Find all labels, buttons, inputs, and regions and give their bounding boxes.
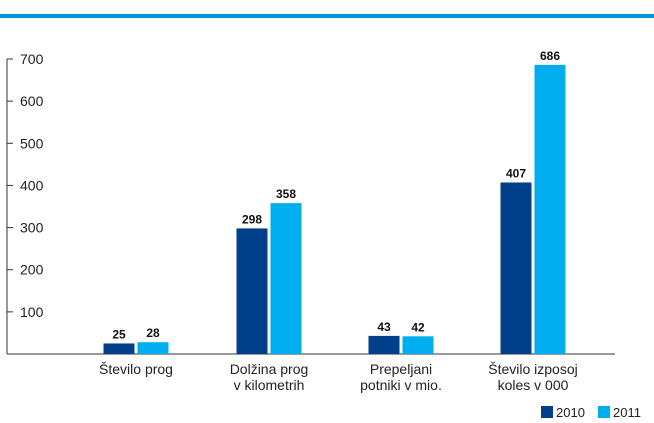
chart-bars [103, 64, 566, 355]
data-label: 28 [146, 326, 160, 340]
data-label: 686 [540, 49, 560, 63]
legend-label-2011: 2011 [613, 405, 641, 420]
category-label: Število prog [99, 361, 173, 377]
data-label: 298 [242, 212, 262, 226]
data-label: 42 [411, 320, 425, 334]
bar-2011-0 [137, 342, 169, 354]
bar-2011-1 [270, 203, 302, 354]
data-label: 358 [276, 187, 296, 201]
y-tick-label: 700 [20, 51, 44, 67]
legend-label-2010: 2010 [556, 405, 585, 420]
category-label: Dolžina prog v kilometrih [230, 361, 309, 393]
y-tick-label: 100 [20, 304, 44, 320]
category-label: Število izposoj koles v 000 [488, 361, 578, 393]
bar-2011-3 [534, 64, 566, 355]
data-label: 25 [112, 327, 126, 341]
header-rule [0, 14, 654, 18]
data-label: 407 [506, 166, 526, 180]
bar-2010-0 [103, 343, 135, 354]
y-tick-label: 500 [20, 135, 44, 151]
chart-labels: 25 298 43 407 28 358 42 686 Število prog Dolžina … [99, 49, 578, 393]
category-label: Prepeljani potniki v mio. [360, 361, 442, 393]
legend-swatch-2011 [598, 406, 610, 418]
y-tick-label: 200 [20, 262, 44, 278]
bar-2010-2 [368, 335, 400, 354]
bar-2010-3 [500, 182, 532, 354]
data-label: 43 [377, 320, 391, 334]
legend-swatch-2010 [541, 406, 553, 418]
y-tick-label: 600 [20, 93, 44, 109]
bar-2011-2 [402, 336, 434, 354]
bar-2010-1 [236, 228, 268, 354]
chart-legend: 2010 2011 [541, 405, 641, 420]
y-tick-label: 400 [20, 177, 44, 193]
y-tick-label: 300 [20, 220, 44, 236]
